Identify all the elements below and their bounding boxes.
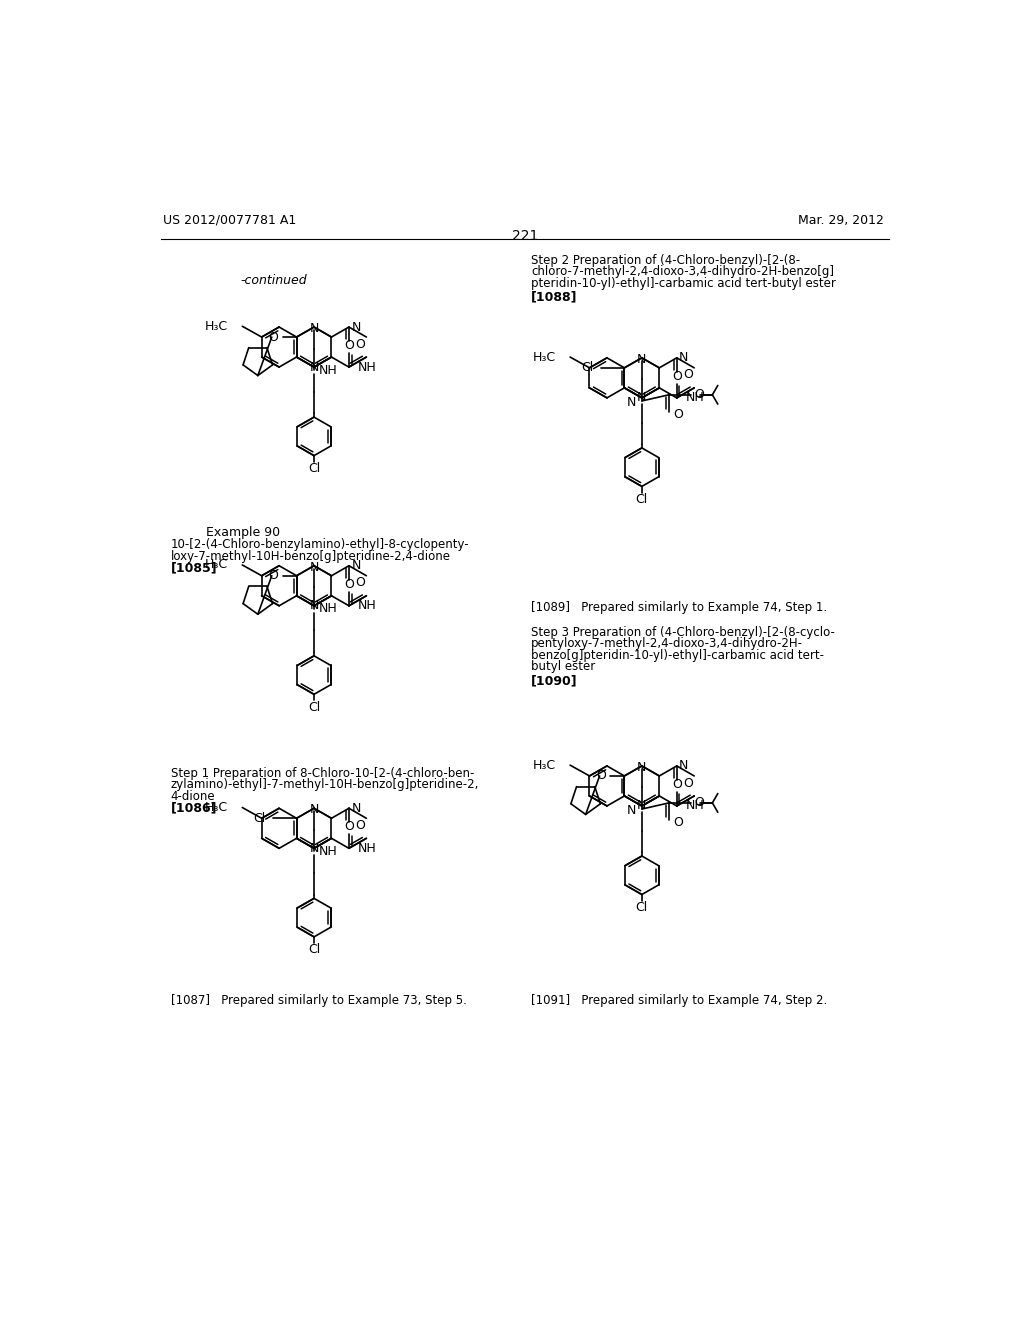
- Text: O: O: [344, 820, 354, 833]
- Text: NH: NH: [358, 599, 377, 612]
- Text: N: N: [351, 560, 360, 573]
- Text: O: O: [694, 388, 703, 401]
- Text: Mar. 29, 2012: Mar. 29, 2012: [798, 214, 884, 227]
- Text: [1088]: [1088]: [531, 290, 578, 304]
- Text: O: O: [596, 770, 606, 783]
- Text: benzo[g]pteridin-10-yl)-ethyl]-carbamic acid tert-: benzo[g]pteridin-10-yl)-ethyl]-carbamic …: [531, 649, 824, 661]
- Text: H₃C: H₃C: [534, 351, 556, 363]
- Text: [1090]: [1090]: [531, 675, 578, 688]
- Text: O: O: [355, 577, 365, 589]
- Text: N: N: [627, 396, 636, 409]
- Text: O: O: [672, 370, 682, 383]
- Text: NH: NH: [686, 391, 705, 404]
- Text: 10-[2-(4-Chloro-benzylamino)-ethyl]-8-cyclopenty-: 10-[2-(4-Chloro-benzylamino)-ethyl]-8-cy…: [171, 539, 469, 550]
- Text: 221: 221: [512, 230, 538, 243]
- Text: N: N: [637, 352, 646, 366]
- Text: O: O: [672, 777, 682, 791]
- Text: N: N: [627, 804, 636, 817]
- Text: N: N: [309, 561, 318, 574]
- Text: pentyloxy-7-methyl-2,4-dioxo-3,4-dihydro-2H-: pentyloxy-7-methyl-2,4-dioxo-3,4-dihydro…: [531, 638, 803, 651]
- Text: N: N: [309, 842, 318, 855]
- Text: Example 90: Example 90: [206, 527, 280, 540]
- Text: O: O: [674, 408, 683, 421]
- Text: O: O: [268, 569, 278, 582]
- Text: O: O: [355, 818, 365, 832]
- Text: O: O: [344, 339, 354, 352]
- Text: zylamino)-ethyl]-7-methyl-10H-benzo[g]pteridine-2,: zylamino)-ethyl]-7-methyl-10H-benzo[g]pt…: [171, 779, 479, 791]
- Text: N: N: [309, 804, 318, 816]
- Text: N: N: [679, 351, 688, 364]
- Text: NH: NH: [318, 363, 338, 376]
- Text: O: O: [694, 796, 703, 809]
- Text: H₃C: H₃C: [205, 319, 228, 333]
- Text: Step 2 Preparation of (4-Chloro-benzyl)-[2-(8-: Step 2 Preparation of (4-Chloro-benzyl)-…: [531, 253, 800, 267]
- Text: [1089]   Prepared similarly to Example 74, Step 1.: [1089] Prepared similarly to Example 74,…: [531, 601, 827, 614]
- Text: N: N: [637, 800, 646, 813]
- Text: H₃C: H₃C: [205, 801, 228, 814]
- Text: [1085]: [1085]: [171, 561, 217, 574]
- Text: O: O: [683, 776, 693, 789]
- Text: Cl: Cl: [582, 362, 593, 375]
- Text: O: O: [355, 338, 365, 351]
- Text: N: N: [309, 599, 318, 612]
- Text: pteridin-10-yl)-ethyl]-carbamic acid tert-butyl ester: pteridin-10-yl)-ethyl]-carbamic acid ter…: [531, 277, 836, 290]
- Text: O: O: [344, 578, 354, 590]
- Text: Cl: Cl: [253, 812, 265, 825]
- Text: NH: NH: [318, 845, 338, 858]
- Text: H₃C: H₃C: [205, 558, 228, 572]
- Text: [1087]   Prepared similarly to Example 73, Step 5.: [1087] Prepared similarly to Example 73,…: [171, 994, 467, 1007]
- Text: N: N: [351, 801, 360, 814]
- Text: Cl: Cl: [308, 462, 321, 475]
- Text: N: N: [351, 321, 360, 334]
- Text: Cl: Cl: [308, 701, 321, 714]
- Text: NH: NH: [358, 360, 377, 374]
- Text: N: N: [679, 759, 688, 772]
- Text: loxy-7-methyl-10H-benzo[g]pteridine-2,4-dione: loxy-7-methyl-10H-benzo[g]pteridine-2,4-…: [171, 549, 451, 562]
- Text: N: N: [637, 760, 646, 774]
- Text: Step 3 Preparation of (4-Chloro-benzyl)-[2-(8-cyclo-: Step 3 Preparation of (4-Chloro-benzyl)-…: [531, 626, 835, 639]
- Text: US 2012/0077781 A1: US 2012/0077781 A1: [163, 214, 296, 227]
- Text: [1091]   Prepared similarly to Example 74, Step 2.: [1091] Prepared similarly to Example 74,…: [531, 994, 827, 1007]
- Text: O: O: [674, 816, 683, 829]
- Text: O: O: [268, 330, 278, 343]
- Text: NH: NH: [686, 800, 705, 813]
- Text: N: N: [637, 391, 646, 404]
- Text: H₃C: H₃C: [534, 759, 556, 772]
- Text: O: O: [683, 368, 693, 381]
- Text: Cl: Cl: [636, 902, 648, 915]
- Text: 4-dione: 4-dione: [171, 789, 215, 803]
- Text: butyl ester: butyl ester: [531, 660, 595, 673]
- Text: [1086]: [1086]: [171, 801, 217, 814]
- Text: Cl: Cl: [308, 944, 321, 957]
- Text: N: N: [309, 322, 318, 335]
- Text: N: N: [309, 360, 318, 374]
- Text: chloro-7-methyl-2,4-dioxo-3,4-dihydro-2H-benzo[g]: chloro-7-methyl-2,4-dioxo-3,4-dihydro-2H…: [531, 265, 834, 279]
- Text: NH: NH: [318, 602, 338, 615]
- Text: NH: NH: [358, 842, 377, 855]
- Text: -continued: -continued: [241, 275, 307, 286]
- Text: Step 1 Preparation of 8-Chloro-10-[2-(4-chloro-ben-: Step 1 Preparation of 8-Chloro-10-[2-(4-…: [171, 767, 474, 780]
- Text: Cl: Cl: [636, 492, 648, 506]
